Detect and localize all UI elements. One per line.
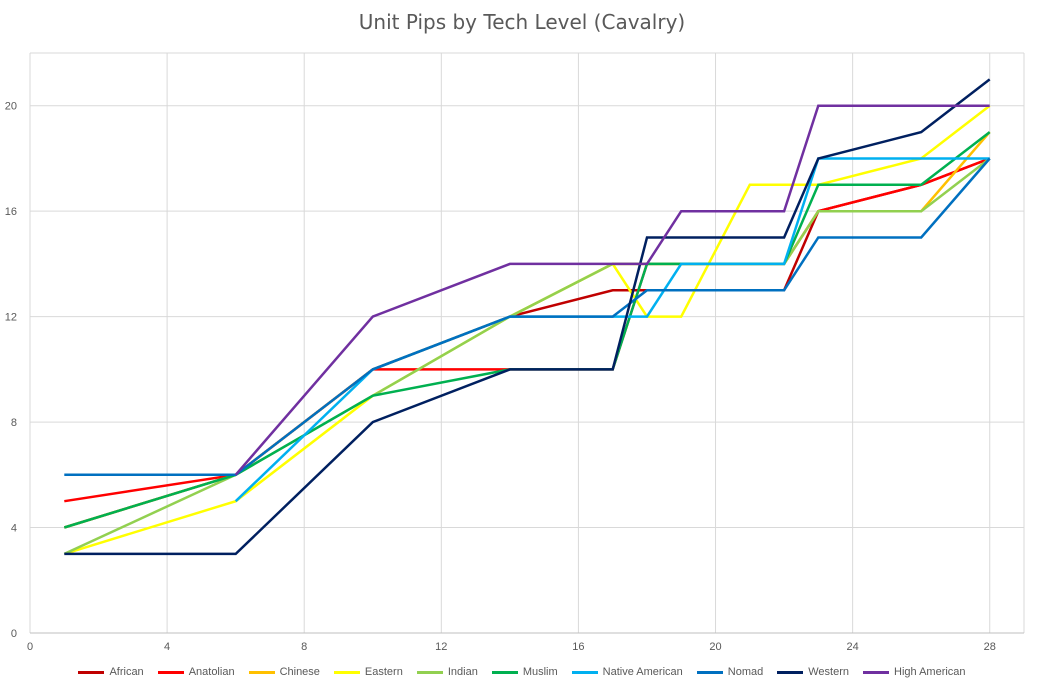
series-lines xyxy=(63,78,991,556)
chart-title: Unit Pips by Tech Level (Cavalry) xyxy=(358,10,686,34)
legend-swatch xyxy=(416,670,443,674)
x-tick-label: 8 xyxy=(301,641,307,653)
series-line-anatolian xyxy=(64,157,991,503)
series-line-native-american xyxy=(234,157,990,503)
series-line-indian xyxy=(63,157,991,556)
series-line-high-american xyxy=(234,104,990,476)
legend-swatch xyxy=(78,670,105,674)
y-tick-label: 16 xyxy=(5,206,17,218)
legend: African Anatolian Chinese Eastern Indian Musl… xyxy=(0,666,1044,678)
legend-label: African xyxy=(109,666,144,678)
legend-label: Anatolian xyxy=(188,666,235,678)
series-line-african xyxy=(63,157,991,529)
legend-label: Native American xyxy=(602,666,683,678)
legend-item-african: African xyxy=(78,666,144,678)
legend-label: Western xyxy=(808,666,849,678)
legend-swatch xyxy=(863,670,889,674)
x-tick-label: 24 xyxy=(846,641,858,653)
x-tick-label: 4 xyxy=(164,641,170,653)
x-tick-label: 12 xyxy=(435,641,447,653)
series-line-chinese xyxy=(63,131,991,529)
legend-swatch xyxy=(491,670,518,674)
y-tick-label: 8 xyxy=(11,417,17,429)
series-line-muslim xyxy=(63,131,991,529)
series-line-eastern xyxy=(63,104,991,556)
legend-label: Eastern xyxy=(364,666,403,678)
legend-swatch xyxy=(248,670,275,674)
legend-label: Muslim xyxy=(522,666,558,678)
legend-swatch xyxy=(157,670,184,674)
legend-item-chinese: Chinese xyxy=(248,666,320,678)
legend-label: High American xyxy=(894,666,966,678)
legend-label: Nomad xyxy=(727,666,764,678)
legend-swatch xyxy=(333,670,360,674)
legend-swatch xyxy=(571,670,598,674)
legend-label: Indian xyxy=(447,666,478,678)
y-tick-label: 4 xyxy=(11,523,17,535)
legend-item-muslim: Muslim xyxy=(491,666,558,678)
y-tick-label: 20 xyxy=(5,101,17,113)
axes: 0 4 8 12 16 20 0 4 8 12 16 20 24 28 xyxy=(5,101,1024,653)
legend-item-western: Western xyxy=(777,666,849,678)
x-tick-label: 0 xyxy=(27,641,33,653)
y-tick-label: 12 xyxy=(5,312,17,324)
x-tick-label: 16 xyxy=(572,641,584,653)
legend-swatch xyxy=(777,670,804,674)
grid-lines xyxy=(29,52,1025,633)
legend-item-eastern: Eastern xyxy=(333,666,403,678)
legend-swatch xyxy=(696,670,723,674)
legend-label: Chinese xyxy=(279,666,320,678)
legend-item-native-american: Native American xyxy=(571,666,683,678)
legend-item-nomad: Nomad xyxy=(696,666,764,678)
x-tick-label: 28 xyxy=(984,641,996,653)
legend-item-high-american: High American xyxy=(863,666,966,678)
y-tick-label: 0 xyxy=(11,628,17,640)
series-line-western xyxy=(64,78,991,556)
x-tick-label: 20 xyxy=(709,641,721,653)
legend-item-anatolian: Anatolian xyxy=(157,666,235,678)
legend-item-indian: Indian xyxy=(416,666,478,678)
